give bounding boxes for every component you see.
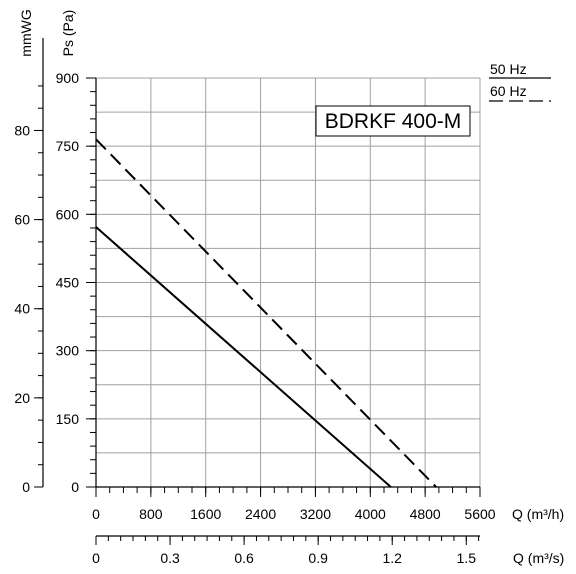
x-tick-label: 2400	[245, 506, 276, 522]
x2-tick-label: 0.3	[160, 550, 180, 566]
y-tick-label: 0	[71, 479, 79, 495]
x-tick-label: 1600	[190, 506, 221, 522]
x2-tick-label: 1.5	[457, 550, 477, 566]
y-tick-label: 750	[56, 138, 80, 154]
x2-axis-label: Q (m³/s)	[513, 550, 564, 566]
y-tick-label: 450	[56, 275, 80, 291]
x2-tick-label: 0	[92, 550, 100, 566]
x2-tick-label: 0.6	[234, 550, 254, 566]
series	[95, 138, 437, 488]
x-tick-label: 4000	[355, 506, 386, 522]
y2-tick-label: 0	[22, 479, 30, 495]
y-tick-label: 300	[56, 343, 80, 359]
y-axis-label: Ps (Pa)	[60, 10, 76, 57]
x-tick-label: 3200	[300, 506, 331, 522]
x-tick-label: 800	[139, 506, 163, 522]
legend-60hz-label: 60 Hz	[490, 83, 527, 99]
x2-tick-label: 1.2	[382, 550, 402, 566]
y-tick-label: 600	[56, 206, 80, 222]
series-60hz-line	[95, 138, 437, 488]
y2-axis-label: mmWG	[18, 9, 34, 56]
y-tick-label: 900	[56, 70, 80, 86]
x-tick-label: 4800	[410, 506, 441, 522]
y2-tick-label: 60	[14, 212, 30, 228]
x-tick-label: 0	[92, 506, 100, 522]
y2-tick-label: 80	[14, 122, 30, 138]
y-tick-label: 150	[56, 411, 80, 427]
y2-tick-label: 40	[14, 301, 30, 317]
legend-50hz-label: 50 Hz	[490, 61, 527, 77]
series-50hz-line	[95, 226, 392, 488]
y2-tick-label: 20	[14, 390, 30, 406]
chart-title: BDRKF 400-M	[325, 110, 462, 133]
grid	[96, 77, 481, 487]
x-tick-label: 5600	[464, 506, 495, 522]
x-axis-label: Q (m³/h)	[512, 506, 564, 522]
chart-title-box	[315, 105, 471, 137]
x2-tick-label: 0.9	[308, 550, 328, 566]
